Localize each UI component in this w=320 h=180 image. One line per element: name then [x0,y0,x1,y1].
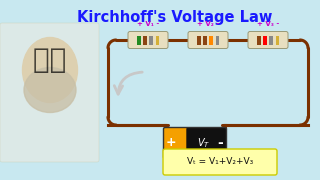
Bar [156,35,159,44]
Text: + V₁ -: + V₁ - [137,21,159,26]
Ellipse shape [24,68,76,112]
Bar [257,35,261,44]
Bar [143,35,147,44]
Bar [210,35,213,44]
FancyBboxPatch shape [128,31,168,48]
Text: +: + [166,136,176,150]
Ellipse shape [22,37,77,102]
FancyBboxPatch shape [164,127,189,159]
FancyBboxPatch shape [163,149,277,175]
Bar [269,35,273,44]
Text: + V₃ -: + V₃ - [257,21,279,26]
Text: + V₂ -: + V₂ - [197,21,219,26]
Bar [276,35,279,44]
Bar [216,35,219,44]
FancyArrowPatch shape [114,72,142,94]
Bar [197,35,201,44]
Text: Vₜ = V₁+V₂+V₃: Vₜ = V₁+V₂+V₃ [187,158,253,166]
Bar [149,35,153,44]
Bar [203,35,207,44]
Text: -: - [217,136,223,150]
Bar [263,35,267,44]
Bar [137,35,141,44]
FancyBboxPatch shape [188,31,228,48]
FancyBboxPatch shape [248,31,288,48]
Text: $V_T$: $V_T$ [197,136,211,150]
Text: 👨‍🦳: 👨‍🦳 [33,46,67,74]
FancyBboxPatch shape [186,127,227,159]
Text: Kirchhoff's Voltage Law: Kirchhoff's Voltage Law [77,10,273,25]
FancyBboxPatch shape [0,23,99,162]
